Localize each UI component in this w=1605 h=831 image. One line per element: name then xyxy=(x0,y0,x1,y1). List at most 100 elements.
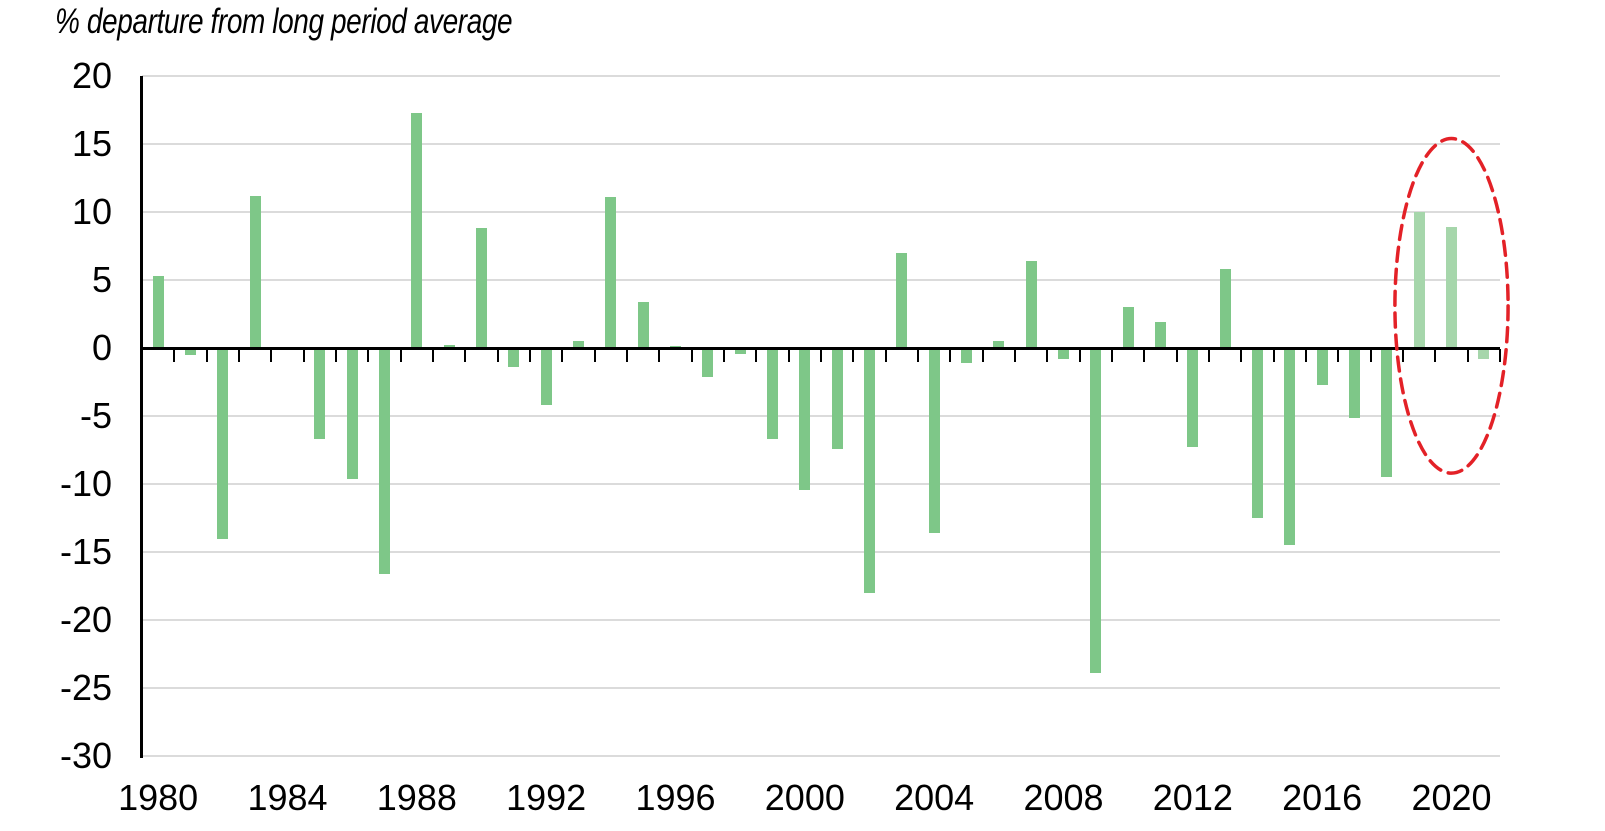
bar-2001 xyxy=(831,349,843,449)
x-axis-tick xyxy=(1014,349,1016,362)
bar-2020 xyxy=(1446,226,1457,348)
x-axis-tick xyxy=(1143,349,1146,362)
bar-2010 xyxy=(1122,307,1134,348)
x-axis-tick xyxy=(270,349,273,362)
x-axis-tick-label: 1984 xyxy=(247,777,328,818)
x-axis-tick-label: 2020 xyxy=(1411,777,1492,818)
bar-2003 xyxy=(896,252,908,348)
bar-2011 xyxy=(1155,322,1166,348)
bar-1986 xyxy=(346,349,358,479)
gridline-y-20 xyxy=(142,75,1500,77)
bar-2018 xyxy=(1381,349,1393,478)
x-axis-tick xyxy=(981,349,984,362)
gridline-y--30 xyxy=(142,755,1500,757)
y-axis-tick-label: 5 xyxy=(91,259,112,300)
x-axis-tick xyxy=(723,349,725,362)
y-axis-tick-label: 10 xyxy=(71,191,112,232)
bar-2002 xyxy=(864,349,875,593)
bar-1982 xyxy=(217,349,229,539)
x-axis-tick xyxy=(1402,349,1404,362)
gridline-y--10 xyxy=(142,483,1500,485)
x-axis-tick xyxy=(302,349,305,362)
bar-2006 xyxy=(993,341,1005,348)
y-axis-line xyxy=(140,76,143,758)
gridline-y-10 xyxy=(142,211,1500,213)
x-axis-tick-label: 2008 xyxy=(1023,777,1104,818)
x-axis-tick xyxy=(238,349,240,362)
bar-1999 xyxy=(767,349,778,440)
x-axis-tick-label: 1992 xyxy=(506,777,587,818)
bar-2021 xyxy=(1478,349,1490,360)
x-axis-tick xyxy=(529,349,531,362)
y-axis-tick-label: 15 xyxy=(71,123,112,164)
x-axis-tick xyxy=(787,349,790,362)
x-axis-line xyxy=(140,346,1500,350)
y-axis-tick-label: -30 xyxy=(59,735,112,776)
x-axis-tick xyxy=(1369,349,1372,362)
x-axis-tick xyxy=(561,349,564,362)
gridline-y--5 xyxy=(142,415,1500,417)
bar-2004 xyxy=(928,349,940,534)
bar-2014 xyxy=(1252,349,1263,519)
x-axis-tick-label: 2000 xyxy=(764,777,845,818)
bar-2017 xyxy=(1349,349,1360,418)
x-axis-tick-label: 1980 xyxy=(118,777,199,818)
x-axis-tick xyxy=(1434,349,1437,362)
x-axis-tick xyxy=(1111,349,1113,362)
bar-2012 xyxy=(1187,349,1199,448)
bar-2005 xyxy=(961,349,972,364)
x-axis-tick xyxy=(432,349,434,362)
x-axis-tick xyxy=(884,349,887,362)
bar-1994 xyxy=(605,197,617,348)
y-axis-tick-label: -10 xyxy=(59,463,112,504)
bar-2019 xyxy=(1413,212,1425,348)
x-axis-tick xyxy=(852,349,855,362)
bar-1998 xyxy=(734,349,746,354)
x-axis-tick xyxy=(1272,349,1275,362)
y-axis-tick-label: -5 xyxy=(79,395,112,436)
gridline-y--15 xyxy=(142,551,1500,553)
x-axis-tick xyxy=(1078,349,1081,362)
x-axis-tick xyxy=(1046,349,1049,362)
gridline-y-5 xyxy=(142,279,1500,281)
x-axis-tick xyxy=(141,349,143,362)
bar-1980 xyxy=(152,275,164,348)
bar-1992 xyxy=(540,349,552,406)
bar-1995 xyxy=(637,301,649,348)
x-axis-tick-label: 1996 xyxy=(635,777,716,818)
bar-2009 xyxy=(1090,349,1102,674)
bar-1990 xyxy=(476,228,487,348)
bar-2008 xyxy=(1058,349,1069,360)
x-axis-tick xyxy=(335,349,337,362)
x-axis-tick xyxy=(1337,349,1340,362)
x-axis-tick xyxy=(949,349,952,362)
gridline-y-15 xyxy=(142,143,1500,145)
x-axis-tick xyxy=(496,349,499,362)
x-axis-tick xyxy=(755,349,758,362)
y-axis-tick-label: 20 xyxy=(71,55,112,96)
x-axis-tick xyxy=(593,349,596,362)
bar-1985 xyxy=(314,349,326,440)
y-axis-tick-label: 0 xyxy=(91,327,112,368)
x-axis-tick xyxy=(1466,349,1469,362)
gridline-y--20 xyxy=(142,619,1500,621)
bar-1987 xyxy=(379,349,390,574)
bar-2016 xyxy=(1316,349,1328,385)
bar-1988 xyxy=(411,112,423,348)
gridline-y--25 xyxy=(142,687,1500,689)
x-axis-tick-label: 1988 xyxy=(376,777,457,818)
x-axis-tick xyxy=(1175,349,1178,362)
x-axis-tick xyxy=(690,349,693,362)
bar-2007 xyxy=(1025,260,1037,348)
bar-1993 xyxy=(573,341,584,348)
x-axis-tick xyxy=(367,349,370,362)
bar-1981 xyxy=(185,349,196,355)
x-axis-tick-label: 2016 xyxy=(1282,777,1363,818)
x-axis-tick xyxy=(820,349,822,362)
x-axis-tick xyxy=(1305,349,1307,362)
x-axis-tick xyxy=(1499,349,1501,362)
chart-title: % departure from long period average xyxy=(55,2,513,41)
x-axis-tick xyxy=(917,349,919,362)
bar-2015 xyxy=(1284,349,1296,546)
